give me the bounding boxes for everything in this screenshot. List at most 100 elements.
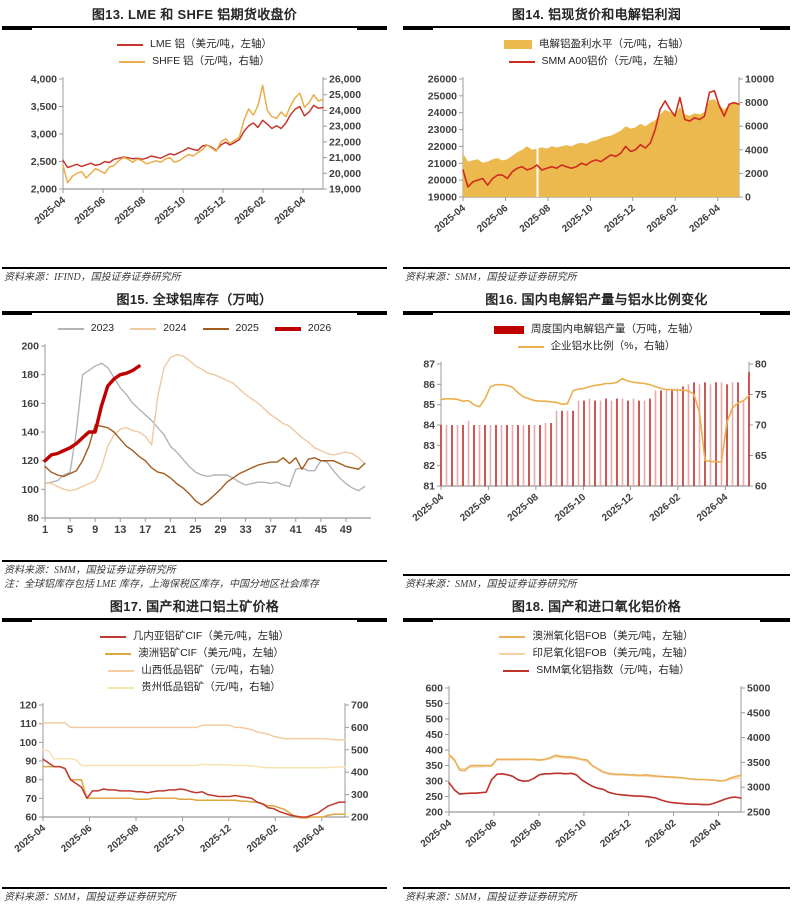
legend: 几内亚铝矿CIF（美元/吨，左轴） 澳洲铝矿CIF（美元/吨，左轴） 山西低品铝矿（… <box>2 629 387 695</box>
legend-label: 山西低品铝矿（元/吨，右轴） <box>141 664 281 676</box>
title-rule-line <box>403 311 790 313</box>
x-tick-label: 2025-06 <box>458 492 494 524</box>
bar <box>676 388 678 486</box>
left-tick-label: 87 <box>423 359 435 371</box>
area-data-gap <box>536 79 539 197</box>
legend-swatch-icon <box>105 652 132 655</box>
bar <box>610 400 612 486</box>
series-inventory-2023 <box>43 362 365 492</box>
legend-swatch-icon <box>504 40 533 49</box>
legend-swatch-icon <box>108 686 135 689</box>
title-rule-cap-left <box>403 618 433 622</box>
series-guizhou-low-grade-ore <box>41 749 346 769</box>
bar <box>538 425 541 486</box>
title-rule <box>403 26 790 30</box>
left-axis-labels: 81 82 83 84 85 86 87 <box>423 359 441 493</box>
legend-item-fig16-1: 企业铝水比例（%，右轴） <box>517 339 675 354</box>
bar <box>681 386 684 486</box>
left-tick-label: 200 <box>21 341 39 353</box>
left-axis-labels: 60 70 80 90 100 110 120 <box>19 700 43 824</box>
legend-swatch-icon <box>119 60 146 63</box>
bar <box>439 425 442 486</box>
legend-swatch-icon <box>508 60 535 63</box>
x-tick-label: 2025-06 <box>475 203 511 235</box>
title-rule-cap-left <box>2 311 32 315</box>
title-rule <box>2 618 387 622</box>
right-tick-label: 300 <box>351 789 369 801</box>
title-rule-cap-right <box>357 618 387 622</box>
note-text: 注：全球铝库存包括 LME 库存，上海保税区库存，中国分地区社会库存 <box>4 579 319 590</box>
left-tick-label: 19000 <box>427 192 456 204</box>
chart-panel-fig16: 图16. 国内电解铝产量与铝水比例变化 周度国内电解铝产量（万吨，左轴） 企业铝水比… <box>396 285 792 592</box>
x-tick-label: 2025-04 <box>418 818 454 850</box>
right-axis-labels: 2500 3000 3500 4000 4500 5000 <box>740 683 770 819</box>
bar <box>626 400 629 486</box>
source-text: 资料来源：SMM，国投证券证券研究所 <box>405 892 577 903</box>
x-tick-label: 2025-08 <box>517 203 553 235</box>
panel-bottom-rule <box>2 267 387 269</box>
left-axis-labels: 200 250 300 350 400 450 500 550 600 <box>425 683 449 819</box>
left-tick-label: 550 <box>425 698 443 710</box>
chart-area-fig18: 200 250 300 350 400 450 500 550 600 2500 3000 3500 4… <box>403 680 790 868</box>
left-tick-label: 80 <box>27 513 39 525</box>
x-tick-label: 2025-10 <box>553 818 589 850</box>
legend-item-fig18-0: 澳洲氧化铝FOB（美元/吨，左轴） <box>499 629 694 644</box>
x-tick-label: 2025-12 <box>198 823 234 855</box>
x-tick-label: 5 <box>67 524 73 536</box>
bar <box>533 425 535 486</box>
bar <box>472 425 475 486</box>
right-tick-label: 25,000 <box>329 89 361 101</box>
left-tick-label: 100 <box>19 737 37 749</box>
x-tick-label: 2025-04 <box>12 823 48 855</box>
right-tick-label: 200 <box>351 812 369 824</box>
right-tick-label: 60 <box>755 481 767 493</box>
legend-item-fig15-1: 2024 <box>130 321 187 336</box>
bar <box>494 425 497 486</box>
x-tick-label: 2026-02 <box>647 492 683 524</box>
title-rule-cap-left <box>403 311 433 315</box>
chart-title-fig18: 图18. 国产和进口氧化铝价格 <box>511 599 682 614</box>
title-rule <box>2 311 387 315</box>
x-tick-label: 2026-04 <box>688 818 724 850</box>
bar <box>566 410 568 486</box>
left-tick-label: 26000 <box>427 74 456 86</box>
x-tick-label: 49 <box>339 524 351 536</box>
left-tick-label: 2,000 <box>30 184 56 196</box>
title-rule-cap-left <box>2 26 32 30</box>
left-tick-label: 4,000 <box>30 74 56 86</box>
bar <box>698 384 700 486</box>
title-rule-cap-right <box>760 311 790 315</box>
right-tick-label: 600 <box>351 722 369 734</box>
x-tick-label: 2025-10 <box>152 823 188 855</box>
x-tick-label: 2026-04 <box>687 203 723 235</box>
bar <box>593 400 596 486</box>
legend-item-fig15-0: 2023 <box>57 321 114 336</box>
legend-label: 电解铝盈利水平（元/吨，右轴） <box>539 38 689 50</box>
series-inventory-2024 <box>43 353 365 492</box>
series-smm-alumina-index <box>447 772 742 806</box>
bar <box>742 400 744 486</box>
left-tick-label: 86 <box>423 379 435 391</box>
left-tick-label: 450 <box>425 729 443 741</box>
legend-label: 周度国内电解铝产量（万吨，左轴） <box>531 323 699 335</box>
x-tick-label: 33 <box>239 524 251 536</box>
series-shanxi-low-grade-ore <box>41 722 346 741</box>
left-axis-labels: 19000 20000 21000 22000 23000 24000 25000 26000 <box>427 74 463 204</box>
x-tick-label: 29 <box>214 524 226 536</box>
title-rule-cap-right <box>357 311 387 315</box>
right-tick-label: 0 <box>745 192 751 204</box>
bar <box>516 425 519 486</box>
legend-item-fig17-2: 山西低品铝矿（元/吨，右轴） <box>108 663 281 678</box>
bar <box>478 425 480 486</box>
bar <box>654 390 656 486</box>
bar <box>747 372 750 486</box>
bar <box>450 425 453 486</box>
source-text: 资料来源：IFIND，国投证券证券研究所 <box>4 272 181 283</box>
legend-item-fig14-1: SMM A00铝价（元/吨，左轴） <box>508 54 684 69</box>
bar <box>670 390 673 486</box>
bar <box>549 423 552 486</box>
bar <box>648 398 651 486</box>
bar <box>511 425 513 486</box>
left-axis-labels: 2,000 2,500 3,000 3,500 4,000 <box>30 74 63 196</box>
